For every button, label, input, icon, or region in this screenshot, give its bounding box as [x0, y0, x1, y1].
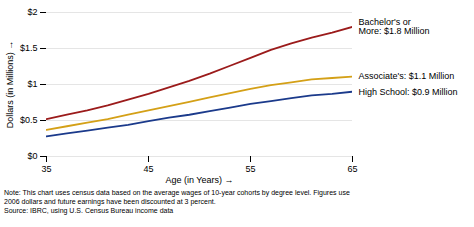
svg-text:High School: $0.9 Million: High School: $0.9 Million: [359, 87, 458, 97]
svg-text:35: 35: [41, 164, 51, 174]
svg-text:$0: $0: [27, 151, 37, 161]
svg-text:$1.5: $1.5: [20, 43, 38, 53]
svg-text:65: 65: [347, 164, 357, 174]
svg-text:Dollars (in Millions) →: Dollars (in Millions) →: [5, 41, 15, 129]
svg-text:Age (in Years) →: Age (in Years) →: [165, 175, 233, 185]
html-text:Note: This chart uses census d: Note: This chart uses census data based …: [4, 189, 350, 214]
svg-text:Bachelor's orMore: $1.8 Millio: Bachelor's orMore: $1.8 Million: [359, 17, 430, 36]
svg-text:Associate's: $1.1 Million: Associate's: $1.1 Million: [359, 71, 455, 81]
svg-text:$2: $2: [27, 7, 37, 17]
svg-text:45: 45: [143, 164, 153, 174]
svg-text:$0.5: $0.5: [20, 115, 38, 125]
svg-text:55: 55: [245, 164, 255, 174]
svg-text:$1: $1: [27, 79, 37, 89]
